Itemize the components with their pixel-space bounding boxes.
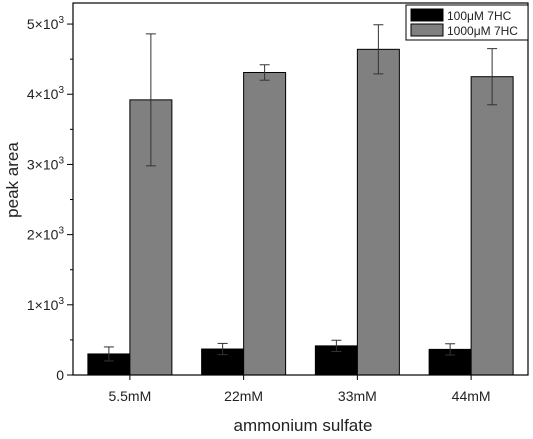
x-axis-title: ammonium sulfate xyxy=(234,416,373,434)
plot-area xyxy=(87,24,514,376)
legend-swatch-0 xyxy=(410,8,444,22)
y-tick-label-4: 4×103 xyxy=(27,85,65,102)
y-tick-label-5: 5×103 xyxy=(27,15,65,32)
y-axis-title: peak area xyxy=(3,142,22,218)
x-tick-label-2: 33mM xyxy=(338,388,377,404)
x-tick-label-0: 5.5mM xyxy=(108,388,151,404)
y-tick-label-3: 3×103 xyxy=(27,155,65,172)
x-tick-label-1: 22mM xyxy=(224,388,263,404)
x-tick-label-3: 44mM xyxy=(452,388,491,404)
y-tick-label-1: 1×103 xyxy=(27,296,65,313)
y-tick-label-2: 2×103 xyxy=(27,226,65,243)
axes: 0 1×103 2×103 3×103 4×103 5×103 5.5mM 22mM 33mM 4… xyxy=(27,2,529,404)
bar-1000uM-1 xyxy=(243,71,287,376)
bar-1000uM-3 xyxy=(470,76,514,376)
legend-swatch-1 xyxy=(410,23,444,37)
legend-label-1: 1000μM 7HC xyxy=(447,24,518,38)
plot-frame xyxy=(72,2,529,376)
legend-label-0: 100μM 7HC xyxy=(447,9,512,23)
bar-1000uM-2 xyxy=(356,48,400,376)
y-tick-label-0: 0 xyxy=(56,367,64,383)
